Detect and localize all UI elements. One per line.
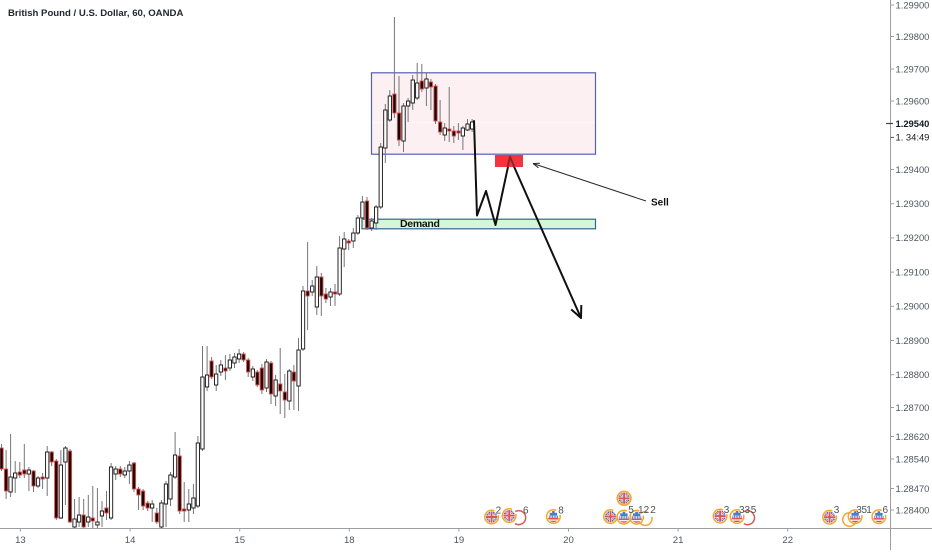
svg-text:1.29700: 1.29700: [896, 63, 930, 74]
svg-text:1.28800: 1.28800: [896, 369, 930, 380]
svg-text:1.29000: 1.29000: [896, 301, 930, 312]
svg-text:1.28900: 1.28900: [896, 335, 930, 346]
svg-text:1.29300: 1.29300: [896, 198, 930, 209]
svg-text:Sell: Sell: [651, 197, 669, 208]
svg-text:6: 6: [523, 505, 529, 516]
svg-text:1.28620: 1.28620: [896, 431, 930, 442]
svg-text:5: 5: [628, 505, 634, 516]
svg-text:21: 21: [673, 535, 684, 546]
svg-text:1.28470: 1.28470: [896, 483, 930, 494]
svg-text:1: 1: [866, 505, 872, 516]
svg-text:1.29900: 1.29900: [896, 0, 930, 10]
svg-text:12: 12: [638, 505, 650, 516]
svg-text:1.29200: 1.29200: [896, 232, 930, 243]
svg-text:8: 8: [558, 505, 564, 516]
svg-text:20: 20: [563, 535, 574, 546]
svg-text:1.29800: 1.29800: [896, 31, 930, 42]
svg-text:1.29100: 1.29100: [896, 266, 930, 277]
svg-text:1.28700: 1.28700: [896, 402, 930, 413]
svg-text:3: 3: [834, 505, 840, 516]
svg-text:1.29540: 1.29540: [896, 118, 930, 129]
svg-text:14: 14: [125, 535, 136, 546]
svg-text:1.29600: 1.29600: [896, 95, 930, 106]
svg-text:2: 2: [496, 505, 502, 516]
svg-text:5: 5: [751, 505, 757, 516]
svg-text:Demand: Demand: [400, 218, 440, 230]
svg-text:33: 33: [739, 505, 751, 516]
svg-text:2: 2: [650, 505, 656, 516]
svg-text:1. 34:49: 1. 34:49: [896, 132, 930, 143]
svg-text:19: 19: [454, 535, 465, 546]
svg-text:1.29400: 1.29400: [896, 164, 930, 175]
svg-text:3: 3: [724, 505, 730, 516]
svg-text:18: 18: [344, 535, 355, 546]
svg-text:British Pound / U.S. Dollar, 6: British Pound / U.S. Dollar, 60, OANDA: [8, 8, 183, 19]
svg-text:1.28400: 1.28400: [896, 504, 930, 515]
svg-text:13: 13: [15, 535, 26, 546]
svg-text:1.28540: 1.28540: [896, 453, 930, 464]
svg-text:15: 15: [234, 535, 245, 546]
svg-text:22: 22: [782, 535, 793, 546]
svg-text:6: 6: [883, 505, 889, 516]
